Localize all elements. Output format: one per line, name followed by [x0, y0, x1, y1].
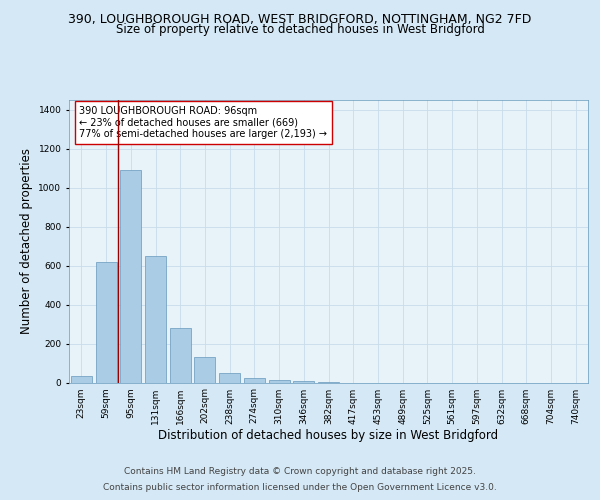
Bar [145, 256, 166, 382]
Bar [244, 378, 265, 382]
Bar [71, 376, 92, 382]
Y-axis label: Number of detached properties: Number of detached properties [20, 148, 33, 334]
Bar [120, 170, 141, 382]
Bar [170, 328, 191, 382]
Bar [293, 380, 314, 382]
Bar [95, 262, 116, 382]
Bar [269, 380, 290, 382]
X-axis label: Distribution of detached houses by size in West Bridgford: Distribution of detached houses by size … [158, 430, 499, 442]
Text: Contains HM Land Registry data © Crown copyright and database right 2025.: Contains HM Land Registry data © Crown c… [124, 467, 476, 476]
Text: Contains public sector information licensed under the Open Government Licence v3: Contains public sector information licen… [103, 483, 497, 492]
Bar [219, 373, 240, 382]
Bar [194, 357, 215, 382]
Text: 390, LOUGHBOROUGH ROAD, WEST BRIDGFORD, NOTTINGHAM, NG2 7FD: 390, LOUGHBOROUGH ROAD, WEST BRIDGFORD, … [68, 12, 532, 26]
Text: Size of property relative to detached houses in West Bridgford: Size of property relative to detached ho… [116, 24, 484, 36]
Text: 390 LOUGHBOROUGH ROAD: 96sqm
← 23% of detached houses are smaller (669)
77% of s: 390 LOUGHBOROUGH ROAD: 96sqm ← 23% of de… [79, 106, 328, 139]
